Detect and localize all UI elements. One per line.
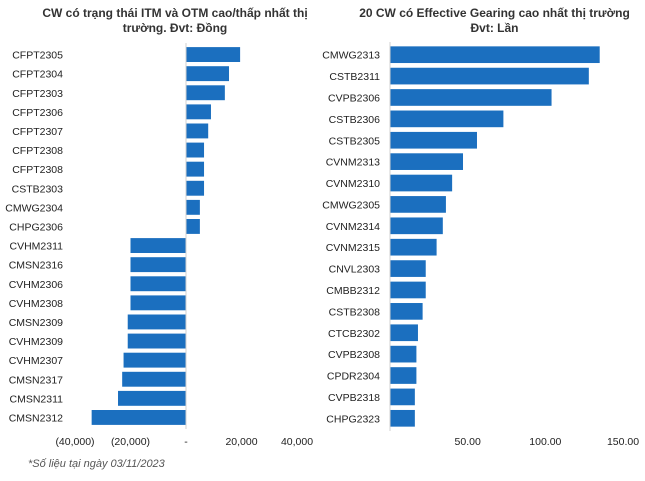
- right-category-label: CVNM2313: [326, 157, 380, 169]
- right-bar-ctcb2302: [390, 324, 418, 342]
- left-bar-cvhm2307: [123, 352, 186, 368]
- right-bar-cnvl2303: [390, 260, 426, 277]
- right-category-label: CVNM2310: [326, 178, 380, 190]
- left-bar-cstb2303: [186, 180, 205, 196]
- left-category-label: CHPG2306: [9, 221, 63, 233]
- right-category-label: CHPG2323: [326, 413, 380, 425]
- left-chart-title: CW có trạng thái ITM và OTM cao/thấp nhấ…: [42, 6, 308, 35]
- left-bar-cvhm2308: [130, 295, 186, 311]
- right-category-label: CSTB2305: [329, 135, 381, 147]
- right-bar-cmwg2313: [390, 46, 600, 64]
- right-category-label: CVPB2318: [328, 392, 380, 404]
- right-bar-cvpb2318: [390, 388, 415, 406]
- left-category-label: CMSN2317: [9, 374, 63, 386]
- left-category-label: CVHM2308: [9, 298, 63, 310]
- right-category-label: CVPB2306: [328, 92, 380, 104]
- left-category-label: CFPT2308: [12, 164, 63, 176]
- left-category-label: CMSN2309: [9, 317, 63, 329]
- left-bar-cfpt2305: [186, 47, 241, 62]
- right-bar-cvnm2310: [390, 174, 453, 192]
- right-bar-cstb2308: [390, 303, 423, 320]
- left-bar-cvhm2306: [130, 276, 186, 292]
- left-bar-cvhm2311: [130, 238, 186, 253]
- left-bar-cvhm2309: [127, 333, 186, 349]
- footnote: *Số liệu tại ngày 03/11/2023: [28, 458, 165, 470]
- right-category-label: CTCB2302: [328, 328, 380, 340]
- left-bar-cmsn2317: [122, 371, 186, 387]
- left-bar-cmsn2311: [118, 390, 186, 406]
- right-bar-cstb2311: [390, 67, 589, 85]
- right-bar-cvnm2315: [390, 238, 437, 256]
- left-bar-cfpt2308: [186, 161, 205, 177]
- right-category-label: CVNM2315: [326, 242, 380, 254]
- left-bar-cmsn2316: [130, 257, 186, 273]
- left-x-tick-label: 40,000: [281, 436, 313, 448]
- left-x-tick-label: (20,000): [111, 436, 150, 448]
- right-bar-cmwg2305: [390, 196, 446, 213]
- right-x-tick-label: 100.00: [529, 436, 561, 448]
- left-category-label: CMSN2312: [9, 412, 63, 424]
- left-x-tick-label: (40,000): [55, 436, 94, 448]
- right-bar-cvpb2306: [390, 89, 552, 106]
- right-category-label: CMWG2313: [322, 50, 380, 62]
- left-bar-chpg2306: [186, 219, 200, 234]
- right-category-label: CSTB2308: [329, 306, 381, 318]
- left-bar-cfpt2306: [186, 104, 211, 120]
- right-category-label: CMBB2312: [326, 285, 380, 297]
- right-bar-cpdr2304: [390, 367, 417, 384]
- right-category-label: CSTB2306: [329, 114, 381, 126]
- right-category-label: CVPB2308: [328, 349, 380, 361]
- left-bar-cmsn2309: [127, 314, 186, 330]
- left-category-label: CFPT2308: [12, 145, 63, 157]
- right-category-label: CNVL2303: [329, 264, 381, 276]
- right-bar-cstb2306: [390, 110, 504, 128]
- left-category-label: CVHM2311: [10, 241, 64, 253]
- right-chart-title: 20 CW có Effective Gearing cao nhất thị …: [359, 6, 630, 35]
- left-bar-cfpt2303: [186, 85, 225, 101]
- left-x-tick-label: 20,000: [225, 436, 257, 448]
- right-bar-cstb2305: [390, 131, 477, 149]
- right-x-tick-label: 50.00: [455, 436, 481, 448]
- right-category-label: CPDR2304: [327, 371, 380, 383]
- left-category-label: CSTB2303: [12, 183, 64, 195]
- left-category-label: CVHM2307: [9, 355, 63, 367]
- left-bar-cfpt2307: [186, 123, 209, 139]
- left-bar-cmsn2312: [91, 410, 186, 425]
- left-category-label: CMSN2311: [10, 393, 64, 405]
- left-bar-cfpt2304: [186, 66, 230, 82]
- right-bar-cvnm2313: [390, 153, 464, 170]
- right-x-tick-label: 150.00: [607, 436, 639, 448]
- left-category-label: CMSN2316: [9, 260, 63, 272]
- left-category-label: CFPT2303: [12, 88, 63, 100]
- left-category-label: CVHM2309: [9, 336, 63, 348]
- left-bar-cfpt2308: [186, 142, 205, 158]
- left-category-label: CFPT2307: [12, 126, 63, 138]
- left-category-label: CMWG2304: [5, 202, 63, 214]
- right-category-label: CVNM2314: [326, 221, 380, 233]
- right-bar-cvnm2314: [390, 217, 443, 235]
- left-category-label: CFPT2306: [12, 107, 63, 119]
- left-bar-cmwg2304: [186, 199, 200, 215]
- left-category-label: CVHM2306: [9, 279, 63, 291]
- right-category-label: CSTB2311: [329, 71, 380, 83]
- right-category-label: CMWG2305: [322, 199, 380, 211]
- right-bar-cvpb2308: [390, 345, 417, 363]
- left-category-label: CFPT2304: [12, 69, 63, 81]
- right-bar-cmbb2312: [390, 281, 426, 299]
- left-category-label: CFPT2305: [12, 50, 63, 62]
- right-bar-chpg2323: [390, 409, 415, 427]
- left-x-tick-label: -: [184, 436, 188, 448]
